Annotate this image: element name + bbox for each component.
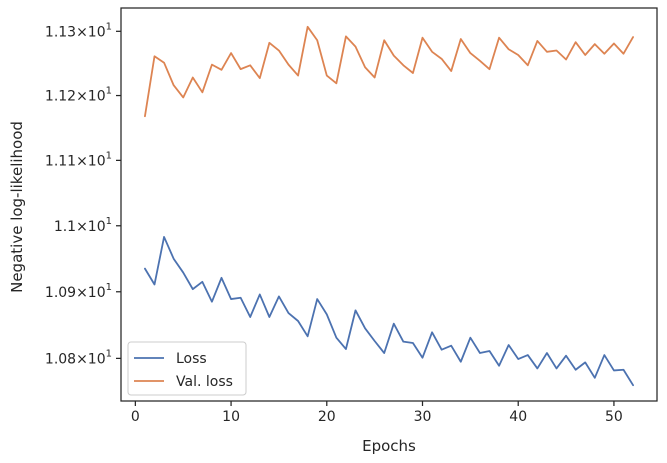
y-tick-label: 1.11×101: [45, 150, 112, 169]
x-tick-label: 50: [605, 409, 623, 425]
legend-label-val-loss: Val. loss: [176, 374, 233, 390]
y-axis-ticks: 1.08×101 1.09×101 1.1×101 1.11×101 1.12×101 1…: [45, 21, 121, 367]
y-tick-label: 1.12×101: [45, 86, 112, 105]
y-tick-label: 1.08×101: [45, 348, 112, 367]
x-tick-label: 10: [222, 409, 240, 425]
series-lines: [144, 25, 634, 387]
legend: Loss Val. loss: [127, 341, 247, 396]
x-tick-label: 20: [318, 409, 336, 425]
x-axis-label: Epochs: [362, 437, 416, 455]
legend-label-loss: Loss: [176, 351, 207, 367]
y-tick-label: 1.09×101: [45, 282, 112, 301]
y-axis-label: Negative log-likelihood: [8, 121, 26, 293]
x-tick-label: 0: [131, 409, 140, 425]
series-line-loss: [144, 236, 634, 387]
y-tick-label: 1.13×101: [45, 21, 112, 40]
x-tick-label: 40: [509, 409, 527, 425]
y-tick-label: 1.1×101: [54, 216, 112, 235]
series-line-val-loss: [144, 25, 634, 118]
x-tick-label: 30: [414, 409, 432, 425]
x-axis-ticks: 0 10 20 30 40 50: [131, 401, 623, 425]
